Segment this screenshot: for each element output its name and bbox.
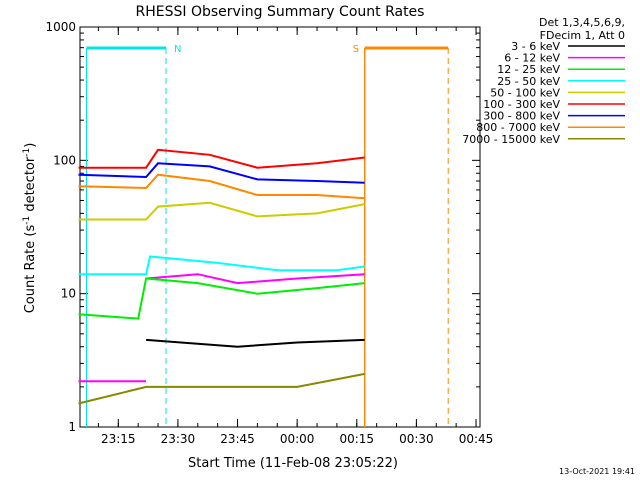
legend-label: 100 - 300 keV xyxy=(483,98,560,111)
series-line xyxy=(78,201,365,221)
x-tick-label: 23:30 xyxy=(161,432,196,446)
saa-marker-label: S xyxy=(353,44,359,55)
series-line xyxy=(146,338,365,348)
x-tick-label: 23:15 xyxy=(101,432,136,446)
legend-label: 800 - 7000 keV xyxy=(476,121,560,134)
series-line xyxy=(78,372,365,405)
series-line xyxy=(78,173,365,200)
legend-label: 50 - 100 keV xyxy=(490,86,560,99)
y-tick-label: 1000 xyxy=(45,20,76,34)
x-tick-label: 23:45 xyxy=(220,432,255,446)
x-tick-label: 00:30 xyxy=(399,432,434,446)
legend-header-line-2: FDecim 1, Att 0 xyxy=(540,29,625,42)
series-line xyxy=(78,162,365,184)
legend-label: 12 - 25 keV xyxy=(497,63,560,76)
x-tick-label: 00:45 xyxy=(459,432,494,446)
y-tick-label: 10 xyxy=(61,287,76,301)
series-line xyxy=(78,148,365,169)
y-tick-label: 100 xyxy=(53,153,76,167)
series-line xyxy=(146,273,365,285)
legend-header-line-1: Det 1,3,4,5,6,9, xyxy=(539,16,625,29)
legend-label: 7000 - 15000 keV xyxy=(462,133,560,146)
series-line xyxy=(78,255,365,276)
x-tick-label: 00:00 xyxy=(280,432,315,446)
generated-timestamp: 13-Oct-2021 19:41 xyxy=(559,467,635,476)
legend-label: 6 - 12 keV xyxy=(504,52,560,65)
y-tick-label: 1 xyxy=(68,420,76,434)
y-axis-label: Count Rate (s-1 detector-1) xyxy=(22,143,38,314)
plot-area: 1 10 100 1000 23:15 23:30 23:45 00:00 00:15 00:30… xyxy=(45,20,493,446)
legend-label: 3 - 6 keV xyxy=(511,40,560,53)
x-axis-label: Start Time (11-Feb-08 23:05:22) xyxy=(188,456,398,471)
chart-title: RHESSI Observing Summary Count Rates xyxy=(136,4,425,20)
legend-label: 300 - 800 keV xyxy=(483,110,560,123)
series-line xyxy=(78,277,365,320)
legend-label: 25 - 50 keV xyxy=(497,75,560,88)
night-marker-label: N xyxy=(174,44,181,55)
x-tick-label: 00:15 xyxy=(339,432,374,446)
plot-frame xyxy=(79,26,481,428)
